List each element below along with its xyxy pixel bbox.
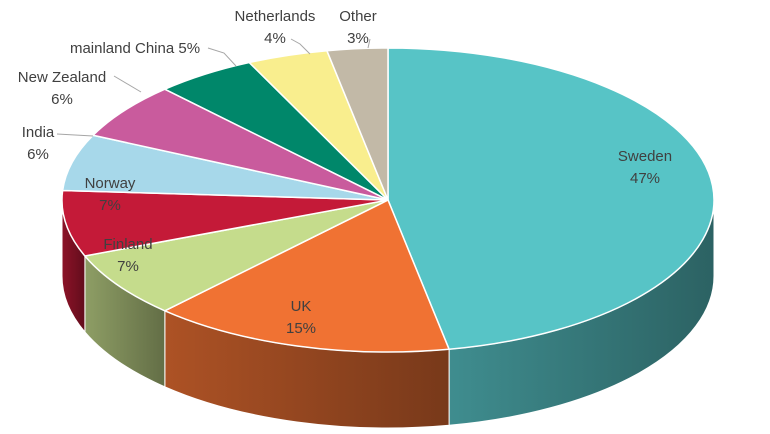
pie-slices — [61, 47, 715, 353]
slice-labels: Sweden 47% UK 15% Finland 7% Norway 7% India 6% Ne… — [18, 8, 672, 337]
slice-finland — [84, 199, 389, 312]
leader-line-new-zealand — [113, 75, 142, 93]
leader-line-other — [367, 38, 371, 49]
pie-sides — [61, 199, 715, 429]
slice-value-netherlands: 4% — [264, 30, 286, 47]
slice-value-finland: 7% — [117, 258, 139, 275]
label-leaders — [56, 38, 371, 137]
slice-value-other: 3% — [347, 30, 369, 47]
slice-label-sweden: Sweden — [618, 148, 672, 165]
slice-uk — [164, 199, 450, 353]
slice-label-mainland-china: mainland China 5% — [70, 40, 200, 57]
slice-label-new-zealand: New Zealand — [18, 69, 106, 86]
slice-value-norway: 7% — [99, 197, 121, 214]
slice-value-sweden: 47% — [630, 170, 660, 187]
slice-label-norway: Norway — [85, 175, 136, 192]
leader-line-mainland-china — [207, 47, 237, 67]
slice-label-india: India — [22, 124, 55, 141]
slice-sweden — [387, 47, 715, 351]
leader-line-india — [56, 133, 94, 137]
slice-new-zealand — [92, 88, 389, 201]
slice-norway — [61, 189, 389, 257]
slice-value-uk: 15% — [286, 320, 316, 337]
slice-other — [326, 47, 389, 201]
leader-line-netherlands — [290, 38, 311, 55]
slice-label-other: Other — [339, 8, 377, 25]
slice-label-uk: UK — [291, 298, 312, 315]
slice-label-finland: Finland — [103, 236, 152, 253]
slice-value-new-zealand: 6% — [51, 91, 73, 108]
slice-label-netherlands: Netherlands — [235, 8, 316, 25]
slice-value-india: 6% — [27, 146, 49, 163]
